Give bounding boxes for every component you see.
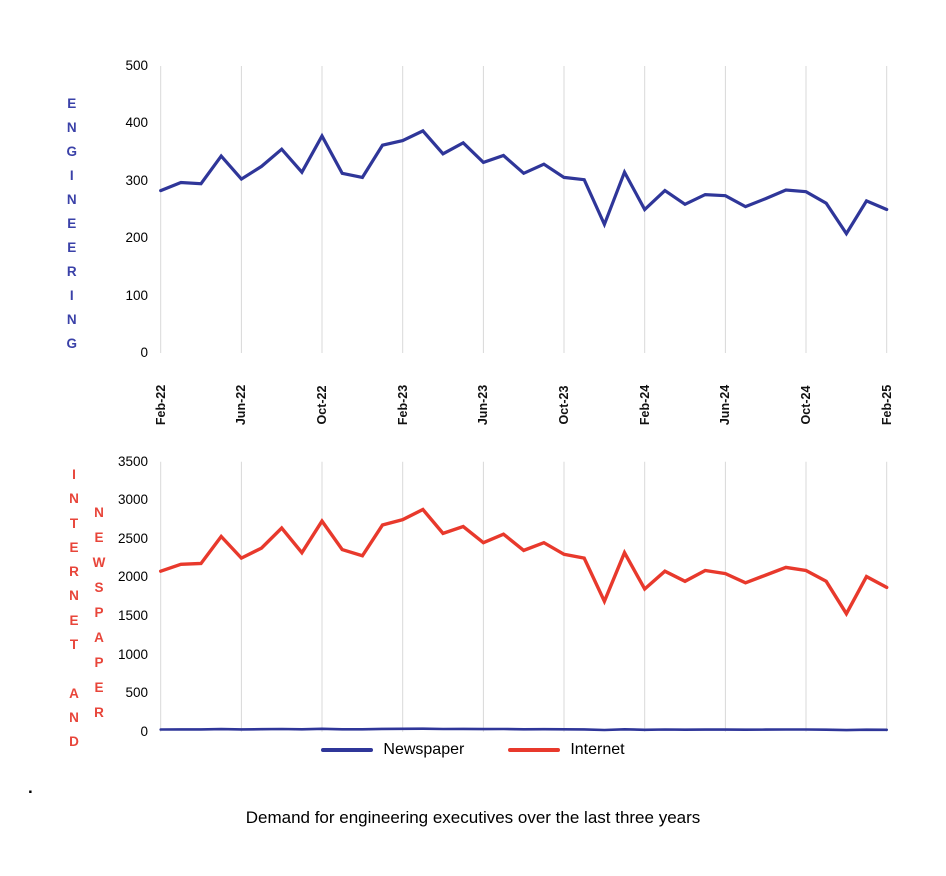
series-line-internet-chart2 [158, 507, 889, 618]
vertical-letter: A [94, 630, 104, 645]
vertical-letter: R [66, 264, 78, 279]
y-tick-label: 200 [125, 230, 148, 246]
y-tick-label: 1500 [117, 607, 148, 623]
y-tick-label: 400 [125, 115, 148, 131]
legend-label: Newspaper [383, 741, 465, 758]
series-line-newspaper-chart2 [159, 727, 889, 732]
legend-swatch-newspaper [321, 748, 374, 752]
vertical-letter: P [94, 605, 104, 620]
legend-item-internet: Internet [508, 741, 625, 759]
x-tick-label: Feb-24 [637, 384, 652, 426]
vertical-letter: E [67, 216, 77, 231]
vertical-letter [72, 657, 76, 681]
legend-item-newspaper: Newspaper [321, 741, 464, 759]
vertical-letter: N [69, 709, 79, 725]
figure-caption: Demand for engineering executives over t… [245, 808, 701, 827]
y-tick-label: 2000 [117, 569, 148, 585]
legend-label: Internet [570, 741, 625, 758]
series-line-newspaper-chart1 [159, 128, 889, 237]
vertical-letter: E [94, 530, 104, 545]
vertical-letter: D [69, 734, 79, 750]
y-tick-label: 500 [125, 58, 148, 73]
y-tick-label: 500 [125, 685, 148, 701]
x-tick-label: Jun-23 [476, 384, 491, 426]
x-tick-label: Oct-22 [315, 385, 330, 425]
y-tick-label: 3500 [117, 453, 148, 469]
x-tick-label: Feb-25 [879, 384, 894, 426]
x-tick-label: Oct-24 [799, 385, 814, 425]
y-tick-label: 0 [140, 345, 148, 360]
vertical-letter: R [69, 564, 79, 580]
vertical-letter: A [69, 685, 79, 701]
vertical-letter: R [94, 705, 104, 720]
vertical-letter: T [69, 637, 79, 653]
vertical-letter: N [69, 588, 79, 604]
vertical-letter: T [69, 515, 79, 531]
vertical-letter: E [69, 612, 79, 628]
vertical-letter: N [66, 312, 78, 327]
x-tick-label: Jun-22 [234, 384, 249, 426]
y-tick-label: 100 [125, 287, 148, 303]
vertical-letter: N [66, 192, 78, 207]
vertical-letter: E [67, 240, 77, 255]
vertical-letter: S [94, 580, 104, 595]
stray-dot: . [28, 778, 33, 797]
vertical-letter: E [94, 680, 104, 695]
vertical-letter: E [69, 539, 79, 555]
vertical-letter: G [66, 336, 78, 351]
legend-swatch-internet [508, 748, 561, 752]
vertical-letter: I [69, 168, 75, 183]
vertical-letter: E [67, 96, 77, 111]
y-tick-label: 3000 [117, 492, 148, 508]
legend: Newspaper Internet [0, 741, 946, 759]
vertical-letter: I [69, 288, 75, 303]
vertical-letter: W [92, 555, 106, 570]
x-tick-label: Feb-22 [153, 384, 168, 426]
vertical-letter: N [66, 120, 78, 135]
y-tick-label: 0 [140, 723, 148, 739]
y-tick-label: 300 [125, 172, 148, 188]
vertical-letter: P [94, 655, 104, 670]
vertical-letter: N [69, 491, 79, 507]
vertical-letter: N [94, 505, 104, 520]
vertical-letter: I [72, 467, 76, 482]
y-tick-label: 2500 [117, 530, 148, 546]
vertical-letter: G [66, 144, 78, 159]
x-tick-label: Feb-23 [395, 384, 410, 426]
x-tick-label: Jun-24 [718, 384, 733, 426]
x-tick-label: Oct-23 [557, 385, 572, 425]
y-tick-label: 1000 [117, 646, 148, 662]
